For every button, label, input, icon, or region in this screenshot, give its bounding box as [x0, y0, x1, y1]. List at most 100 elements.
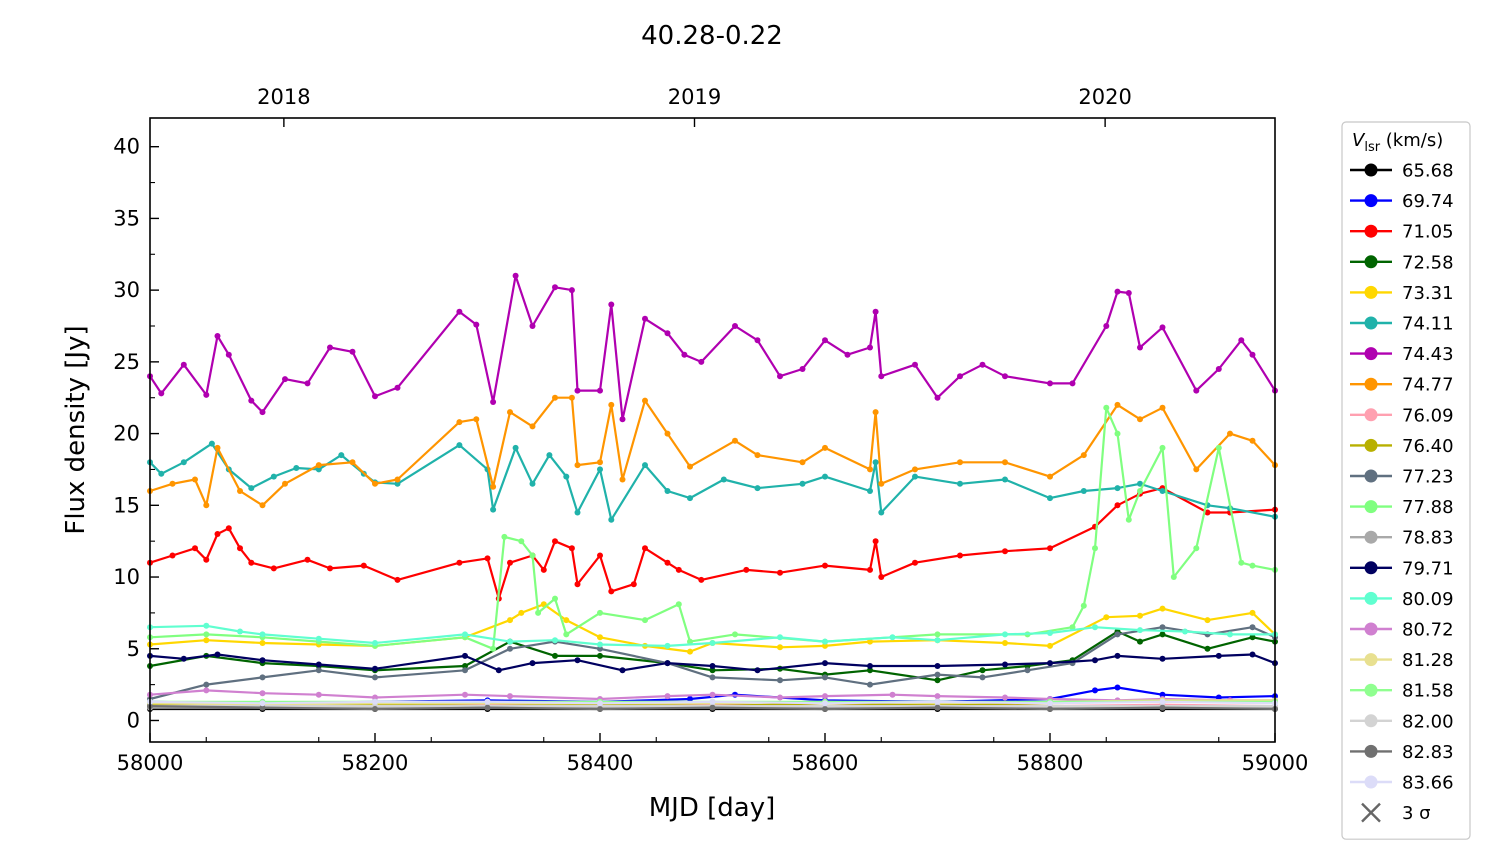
data-point: [507, 693, 513, 700]
data-point: [563, 473, 570, 480]
data-point: [1249, 651, 1256, 658]
data-point: [327, 344, 333, 351]
data-point: [1047, 473, 1053, 480]
legend-item: 79.71: [1350, 558, 1454, 579]
data-point: [1137, 416, 1143, 423]
data-point: [1047, 642, 1053, 649]
data-point: [507, 645, 513, 652]
x-axis-label: MJD [day]: [649, 793, 776, 823]
legend-swatch-marker: [1364, 194, 1378, 208]
data-point: [597, 645, 603, 652]
data-point: [1238, 559, 1245, 566]
data-point: [754, 485, 761, 492]
data-point: [490, 645, 497, 652]
data-point: [473, 416, 480, 423]
data-point: [619, 476, 626, 483]
data-point: [1193, 545, 1200, 552]
data-point: [1159, 488, 1166, 494]
data-point: [259, 704, 266, 711]
x-tick-label: 58800: [1017, 751, 1084, 775]
data-point: [372, 694, 378, 701]
data-point: [248, 485, 255, 492]
legend-item: 77.23: [1350, 467, 1454, 488]
legend-label: 80.09: [1402, 589, 1454, 610]
data-point: [462, 667, 468, 674]
data-point: [507, 409, 513, 416]
legend-label: 74.43: [1402, 344, 1454, 365]
data-point: [563, 631, 570, 638]
data-point: [1238, 337, 1245, 344]
data-point: [315, 462, 322, 469]
data-point: [777, 373, 783, 380]
data-point: [732, 437, 738, 444]
data-point: [889, 691, 896, 698]
data-point: [912, 559, 918, 566]
data-point: [1047, 706, 1053, 712]
y-tick-label: 40: [113, 135, 140, 159]
data-point: [872, 308, 879, 315]
data-point: [597, 466, 603, 473]
data-point: [878, 574, 885, 580]
data-point: [1092, 545, 1098, 552]
legend-swatch-marker: [1364, 653, 1378, 667]
series-line: [149, 274, 1276, 421]
data-point: [912, 361, 918, 368]
data-point: [462, 663, 468, 669]
legend-swatch-marker: [1364, 347, 1378, 361]
data-point: [1047, 545, 1053, 552]
data-point: [1125, 290, 1132, 296]
data-point: [372, 640, 378, 646]
legend-label: 72.58: [1402, 252, 1454, 273]
data-point: [687, 696, 693, 702]
legend-label: 82.83: [1402, 742, 1454, 763]
data-point: [822, 693, 828, 700]
data-point: [1024, 667, 1031, 674]
data-point: [1114, 401, 1121, 408]
legend-item: 81.28: [1350, 650, 1454, 671]
data-point: [597, 459, 603, 466]
data-point: [1092, 657, 1098, 664]
legend-label: 74.11: [1402, 314, 1454, 335]
data-point: [315, 667, 322, 674]
data-point: [372, 674, 378, 681]
legend-swatch-marker: [1364, 561, 1378, 575]
data-point: [1114, 502, 1121, 509]
x-tick-label: 58200: [342, 751, 409, 775]
data-point: [957, 552, 963, 559]
data-point: [462, 691, 468, 698]
data-point: [777, 644, 783, 651]
data-point: [872, 538, 879, 545]
data-point: [1159, 605, 1166, 612]
data-point: [568, 545, 575, 552]
data-point: [259, 409, 266, 416]
data-point: [1137, 344, 1143, 351]
data-point: [473, 321, 480, 328]
data-point: [529, 552, 536, 559]
data-point: [698, 358, 705, 365]
data-point: [282, 480, 288, 487]
series-72.58: [147, 628, 1278, 684]
data-point: [1002, 631, 1008, 638]
series-80.09: [147, 622, 1278, 649]
data-point: [1204, 509, 1211, 516]
data-point: [642, 315, 648, 322]
legend-label: 73.31: [1402, 283, 1454, 304]
data-point: [259, 640, 266, 646]
legend-swatch-marker: [1364, 591, 1378, 605]
data-point: [490, 506, 497, 513]
data-point: [878, 480, 885, 487]
data-point: [552, 637, 558, 644]
data-point: [597, 641, 603, 648]
data-point: [529, 660, 536, 667]
data-point: [529, 323, 536, 329]
data-point: [529, 423, 536, 430]
legend: Vlsr (km/s) 65.68 69.74 71.05 72.58 73.31 74.1…: [1341, 121, 1471, 840]
series-77.88: [147, 404, 1278, 652]
data-point: [687, 463, 693, 470]
legend-swatch-marker: [1364, 408, 1378, 422]
data-point: [799, 366, 806, 372]
data-point: [214, 333, 221, 339]
data-point: [664, 693, 671, 700]
data-point: [709, 704, 716, 711]
